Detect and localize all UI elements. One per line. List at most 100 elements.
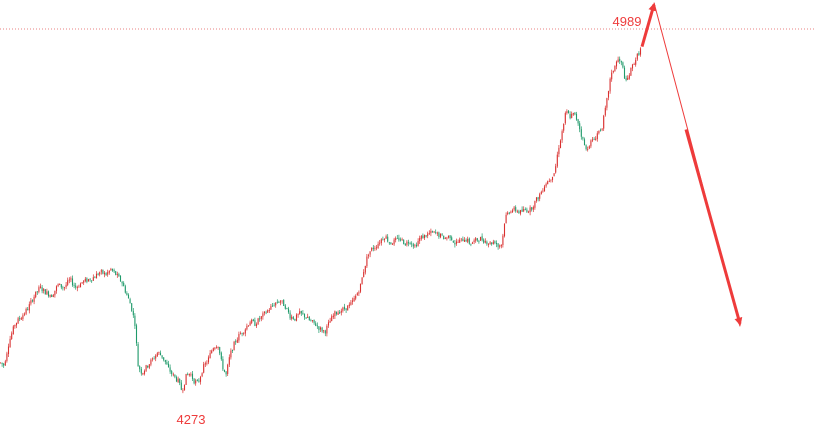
candle bbox=[457, 239, 459, 243]
candle bbox=[497, 243, 499, 250]
candle bbox=[406, 240, 408, 247]
candle bbox=[247, 325, 250, 327]
candle bbox=[361, 277, 363, 285]
candle bbox=[182, 388, 184, 394]
candle bbox=[423, 234, 426, 241]
candle bbox=[207, 355, 210, 365]
candle bbox=[6, 351, 8, 363]
candle bbox=[606, 97, 608, 111]
candle bbox=[283, 299, 285, 307]
candle bbox=[567, 109, 570, 114]
candle bbox=[39, 283, 42, 289]
candle bbox=[475, 237, 477, 243]
candle bbox=[7, 343, 10, 358]
candle bbox=[95, 271, 98, 279]
candle bbox=[439, 233, 442, 239]
candle bbox=[553, 173, 555, 177]
candle bbox=[577, 118, 579, 126]
candle bbox=[591, 137, 594, 143]
candle bbox=[311, 319, 314, 323]
candle bbox=[495, 240, 498, 248]
candle bbox=[33, 294, 35, 305]
candle bbox=[215, 345, 218, 349]
candle bbox=[484, 238, 486, 244]
candle bbox=[273, 302, 275, 307]
candle bbox=[270, 303, 272, 311]
candle bbox=[601, 128, 603, 132]
candle bbox=[353, 295, 355, 302]
candle bbox=[150, 358, 152, 367]
candle bbox=[502, 233, 504, 248]
candle bbox=[491, 242, 493, 246]
candle bbox=[363, 269, 365, 278]
candle bbox=[103, 270, 106, 278]
candle bbox=[380, 238, 382, 246]
candle bbox=[100, 269, 102, 275]
candle bbox=[4, 359, 6, 366]
candle bbox=[438, 231, 440, 239]
candle bbox=[635, 57, 637, 67]
candle bbox=[326, 324, 328, 337]
candle bbox=[241, 332, 243, 337]
candle bbox=[287, 306, 290, 314]
candle bbox=[219, 346, 221, 356]
candle bbox=[118, 272, 120, 277]
candle bbox=[166, 359, 168, 365]
candle bbox=[575, 111, 578, 121]
candle bbox=[563, 123, 565, 133]
candle bbox=[545, 182, 547, 188]
candle bbox=[265, 310, 267, 315]
candle bbox=[297, 313, 299, 318]
candle bbox=[65, 281, 67, 290]
candle bbox=[38, 285, 40, 294]
candle bbox=[345, 308, 347, 314]
candle bbox=[281, 300, 283, 304]
candle bbox=[327, 319, 330, 328]
candle bbox=[36, 291, 38, 295]
candle bbox=[268, 308, 270, 314]
candle bbox=[348, 302, 350, 309]
candle bbox=[339, 309, 341, 314]
candle bbox=[180, 380, 182, 391]
candle bbox=[401, 237, 403, 241]
candle bbox=[233, 340, 235, 351]
candle bbox=[414, 243, 416, 248]
candle bbox=[151, 357, 154, 362]
candle bbox=[639, 47, 642, 57]
candle bbox=[20, 316, 22, 320]
candle bbox=[551, 176, 554, 183]
candle bbox=[524, 207, 526, 211]
candle bbox=[633, 62, 635, 65]
candle bbox=[140, 366, 142, 376]
candle bbox=[319, 326, 322, 332]
candle bbox=[622, 61, 624, 69]
candle bbox=[19, 315, 21, 322]
candle bbox=[518, 209, 520, 214]
candle bbox=[446, 236, 448, 241]
candle bbox=[473, 238, 475, 245]
candle bbox=[17, 316, 19, 325]
candle bbox=[558, 144, 560, 158]
candle bbox=[411, 241, 413, 248]
candle bbox=[526, 207, 528, 214]
candle bbox=[294, 318, 296, 322]
candle bbox=[159, 350, 162, 356]
candle bbox=[193, 378, 195, 385]
candle bbox=[121, 280, 123, 287]
candle bbox=[235, 339, 237, 345]
candle bbox=[481, 233, 483, 242]
candle bbox=[430, 228, 432, 237]
candle bbox=[126, 291, 128, 296]
candle bbox=[71, 275, 74, 287]
candle bbox=[385, 234, 387, 239]
candle bbox=[367, 253, 370, 259]
candle bbox=[556, 151, 558, 168]
candle bbox=[343, 303, 346, 311]
candle bbox=[59, 283, 61, 286]
candle bbox=[399, 237, 402, 242]
candle bbox=[158, 351, 160, 356]
candle bbox=[199, 375, 202, 385]
candle bbox=[153, 356, 155, 360]
candle bbox=[148, 363, 150, 370]
candle bbox=[334, 310, 336, 319]
